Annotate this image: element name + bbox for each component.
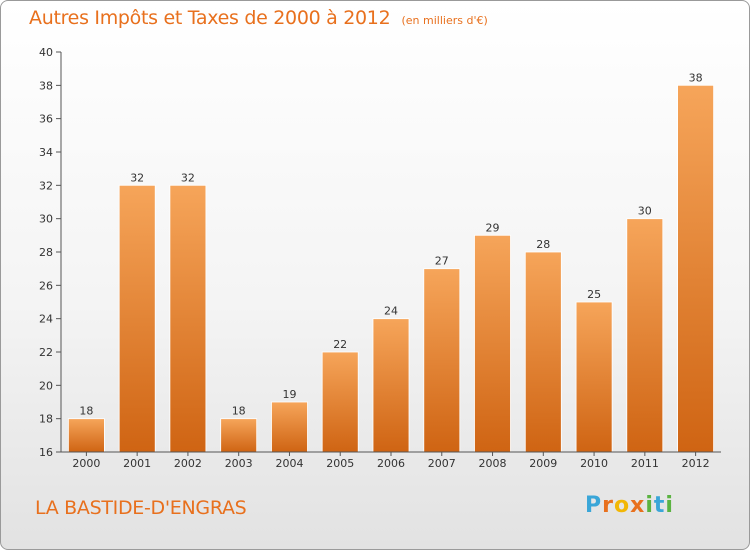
commune-name: LA BASTIDE-D'ENGRAS [35,497,247,519]
logo-letter: o [613,493,631,518]
x-tick-label-2007: 2007 [428,457,456,470]
bars-layer: 18 32 32 18 19 22 24 27 29 28 25 30 38 [68,71,714,453]
y-tick-label-26: 26 [39,279,53,292]
bar-2007 [423,268,461,453]
bar-2012 [677,84,714,453]
y-tick-label-40: 40 [39,46,53,59]
x-tick-label-2008: 2008 [479,457,507,470]
y-tick-label-32: 32 [39,179,53,192]
x-tick-label-2004: 2004 [275,457,303,470]
x-tick-label-2011: 2011 [631,457,659,470]
bar-2010 [575,301,613,453]
bar-2008 [474,234,511,453]
value-label-2000: 18 [79,405,93,418]
value-label-2004: 19 [283,388,297,401]
value-label-2005: 22 [333,338,347,351]
axis-layer: 16 18 20 22 24 26 28 30 32 34 36 38 40 2000 2001 2002 20… [39,46,721,470]
logo-letter: P [585,493,603,518]
bar-2011 [626,218,664,453]
value-label-2003: 18 [232,405,246,418]
logo-letter: t [653,493,666,518]
x-tick-label-2003: 2003 [225,457,253,470]
bar-2003 [220,418,258,453]
x-tick-label-2012: 2012 [682,457,710,470]
y-tick-label-16: 16 [39,446,53,459]
y-tick-label-20: 20 [39,379,53,392]
y-tick-label-18: 18 [39,413,53,426]
value-label-2010: 25 [587,288,601,301]
chart-title-text: Autres Impôts et Taxes de 2000 à 2012 [29,7,391,29]
value-label-2011: 30 [638,205,652,218]
proxiti-logo: Proxiti [585,493,674,518]
y-tick-label-22: 22 [39,346,53,359]
y-tick-label-28: 28 [39,246,53,259]
bar-2005 [321,351,359,453]
logo-letter: i [645,493,654,518]
x-tick-label-2000: 2000 [72,457,100,470]
value-label-2007: 27 [435,255,449,268]
x-tick-label-2002: 2002 [174,457,202,470]
logo-letter: r [602,493,614,518]
value-label-2012: 38 [689,71,703,84]
logo-letter: i [665,493,674,518]
x-tick-label-2009: 2009 [529,457,557,470]
value-label-2008: 29 [486,221,500,234]
bar-2004 [271,401,308,453]
bar-2001 [118,184,156,453]
bar-2009 [524,251,562,453]
chart-title: Autres Impôts et Taxes de 2000 à 2012 (e… [29,7,488,29]
value-label-2002: 32 [181,171,195,184]
y-tick-label-24: 24 [39,313,53,326]
value-label-2006: 24 [384,305,398,318]
bar-2002 [169,184,207,453]
value-label-2001: 32 [130,171,144,184]
x-tick-label-2010: 2010 [580,457,608,470]
y-tick-label-38: 38 [39,79,53,92]
x-tick-label-2006: 2006 [377,457,405,470]
y-tick-label-36: 36 [39,113,53,126]
y-tick-label-34: 34 [39,146,53,159]
x-tick-label-2001: 2001 [123,457,151,470]
value-label-2009: 28 [536,238,550,251]
bar-2000 [68,418,105,453]
x-tick-label-2005: 2005 [326,457,354,470]
y-tick-label-30: 30 [39,213,53,226]
logo-letter: x [630,493,646,518]
bar-2006 [372,318,410,453]
chart-unit: (en milliers d'€) [401,14,488,27]
